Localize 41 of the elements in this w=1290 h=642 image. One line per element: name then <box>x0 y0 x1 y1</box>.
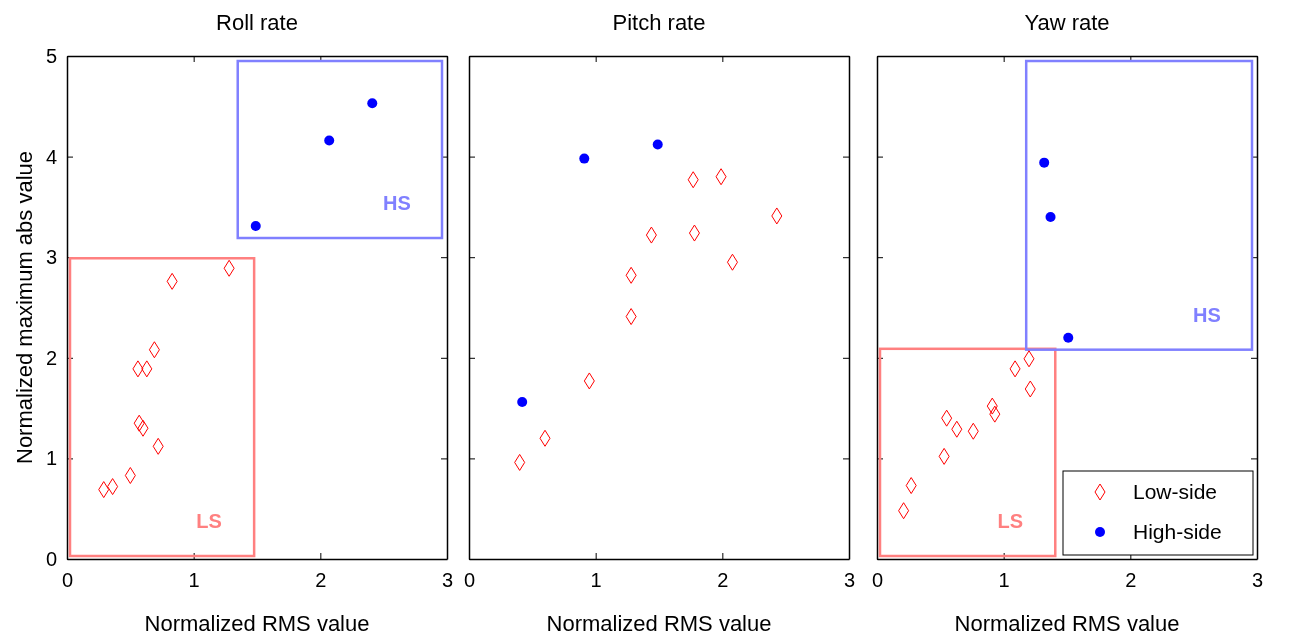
x-tick-label: 2 <box>717 569 729 591</box>
y-tick-label: 5 <box>45 44 57 67</box>
x-tick-label: 0 <box>61 569 74 591</box>
point <box>1045 211 1056 222</box>
x-axis-title: Normalized RMS value <box>954 611 1180 636</box>
y-tick-label: 4 <box>45 145 57 168</box>
x-axis-title: Normalized RMS value <box>546 611 772 636</box>
y-tick-label: 1 <box>45 447 57 470</box>
y-tick-label: 2 <box>45 346 57 369</box>
chart-title: Roll rate <box>216 10 298 35</box>
point <box>1063 332 1074 343</box>
point <box>579 153 590 164</box>
point <box>124 467 136 484</box>
x-tick-label: 0 <box>871 569 884 591</box>
legend-label: Low-side <box>1133 480 1218 503</box>
chart-title: Pitch rate <box>612 10 706 35</box>
x-tick-label: 3 <box>441 569 454 591</box>
x-tick-label: 1 <box>998 569 1010 591</box>
y-tick-label: 3 <box>45 246 57 269</box>
point <box>324 135 335 146</box>
x-tick-label: 3 <box>843 569 856 591</box>
point <box>367 98 378 109</box>
legend-label: High-side <box>1133 520 1222 543</box>
x-tick-label: 1 <box>188 569 200 591</box>
y-axis-title: Normalized maximum abs value <box>12 151 37 464</box>
point <box>517 397 528 408</box>
x-tick-label: 1 <box>590 569 602 591</box>
x-tick-label: 2 <box>315 569 327 591</box>
point <box>652 139 663 150</box>
chart-title: Yaw rate <box>1024 10 1110 35</box>
point <box>1039 157 1050 168</box>
x-tick-label: 2 <box>1125 569 1137 591</box>
y-tick-label: 0 <box>45 547 57 570</box>
x-tick-label: 3 <box>1251 569 1264 591</box>
annotation: LS <box>196 510 222 532</box>
point <box>250 221 261 232</box>
annotation: LS <box>997 510 1024 532</box>
x-axis-title: Normalized RMS value <box>144 611 370 636</box>
x-tick-label: 0 <box>463 569 476 591</box>
annotation: HS <box>383 192 411 215</box>
annotation: HS <box>1193 303 1221 326</box>
